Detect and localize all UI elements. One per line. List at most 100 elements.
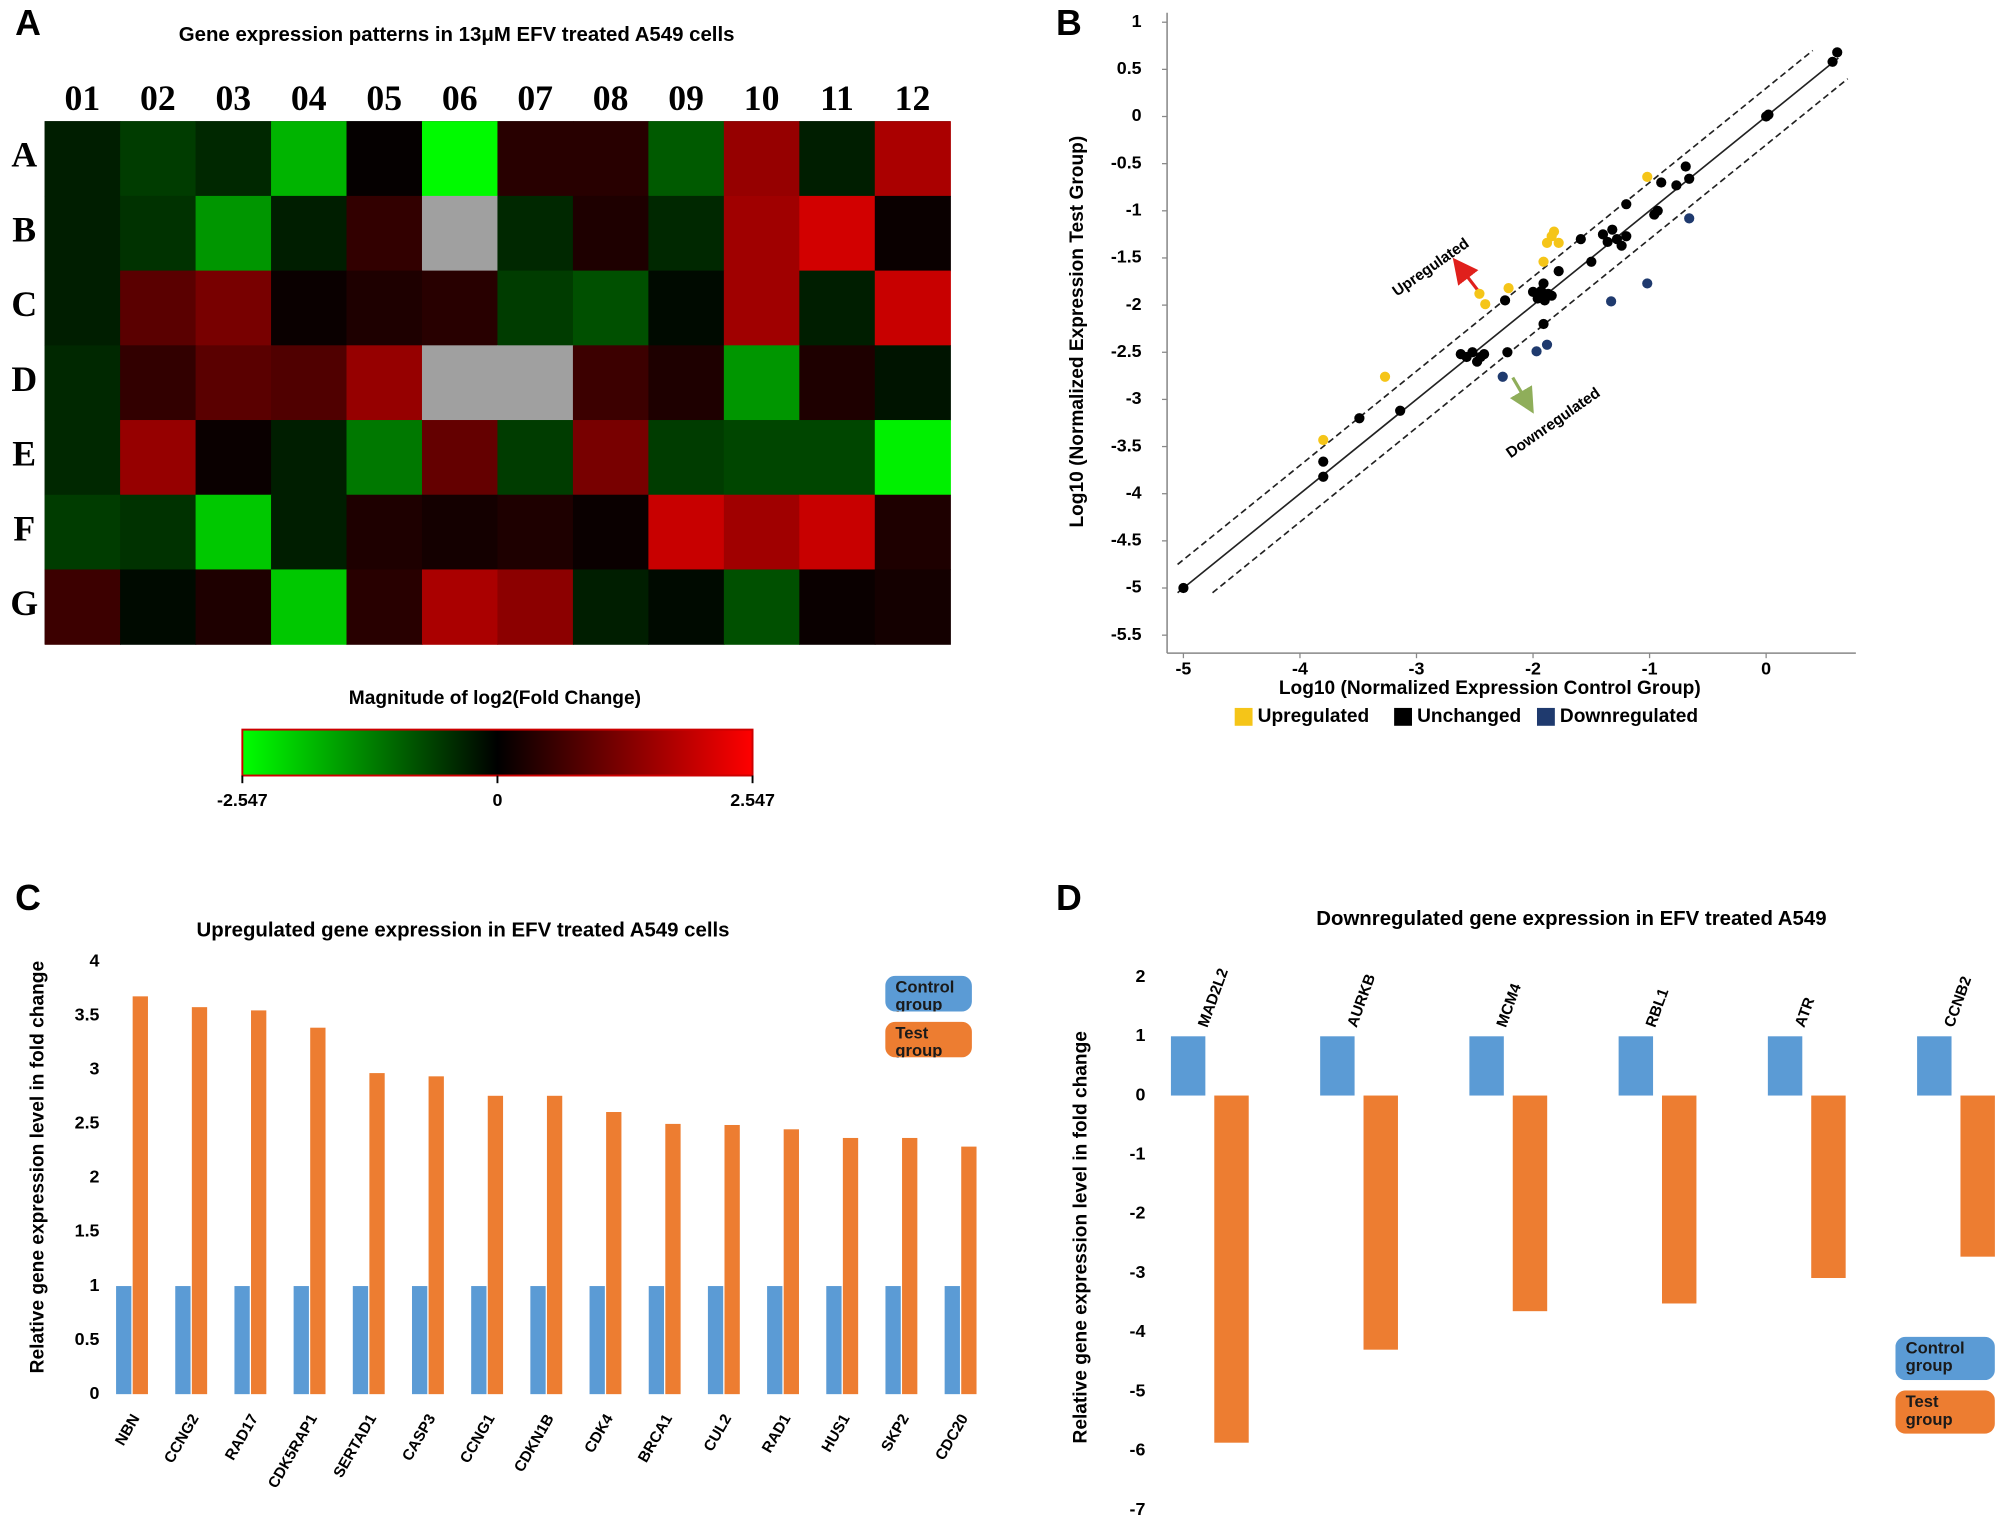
data-point xyxy=(1538,256,1549,267)
heatmap-cell xyxy=(648,420,725,496)
heatmap-cell xyxy=(346,121,423,197)
row-label: E xyxy=(12,434,36,474)
column-label: 02 xyxy=(140,78,176,118)
heatmap-cell xyxy=(195,494,272,571)
bar xyxy=(902,1137,918,1395)
column-label: 11 xyxy=(820,78,854,118)
heatmap-cell xyxy=(421,121,499,197)
heatmap-cell xyxy=(346,345,423,421)
bar xyxy=(1767,1036,1803,1096)
y-tick-label: -3 xyxy=(1126,388,1142,408)
panel-letter: D xyxy=(1056,878,1082,918)
heatmap-cell xyxy=(421,270,499,346)
data-point xyxy=(1616,240,1627,251)
heatmap-cell xyxy=(799,121,876,197)
bar xyxy=(487,1095,504,1395)
heatmap-cell xyxy=(120,569,197,645)
bar xyxy=(665,1123,681,1395)
y-tick-label: -4.5 xyxy=(1111,530,1142,550)
column-label: 07 xyxy=(517,78,553,118)
heatmap-cell xyxy=(572,494,650,571)
data-point xyxy=(1499,295,1511,306)
heatmap-cell xyxy=(723,420,800,496)
heatmap-cell xyxy=(497,270,574,346)
data-point xyxy=(1546,290,1557,301)
reference-line xyxy=(1177,57,1839,594)
legend-label: Control group xyxy=(885,975,972,1012)
data-point xyxy=(1642,171,1653,182)
bar xyxy=(944,1286,960,1395)
heatmap-cell xyxy=(874,345,951,421)
x-tick-label: -2 xyxy=(1525,658,1541,678)
legend-label: Test group xyxy=(885,1021,972,1058)
x-axis-label: Log10 (Normalized Expression Control Gro… xyxy=(1279,678,1701,699)
bar xyxy=(1960,1095,1995,1257)
data-point xyxy=(1656,177,1667,188)
heatmap-cell xyxy=(195,195,272,272)
heatmap-cell xyxy=(572,420,650,496)
heatmap-cell xyxy=(723,270,800,346)
data-point xyxy=(1680,161,1691,172)
column-label: 05 xyxy=(366,78,402,118)
data-point xyxy=(1827,56,1838,67)
missing-cell xyxy=(421,195,499,272)
column-label: 03 xyxy=(215,78,251,118)
y-tick-label: 1.5 xyxy=(75,1221,100,1241)
data-point xyxy=(1478,349,1490,360)
heatmap-cell xyxy=(271,494,348,571)
data-point xyxy=(1602,236,1613,248)
data-point xyxy=(1606,296,1617,307)
data-point xyxy=(1684,173,1695,184)
data-point xyxy=(1671,180,1682,191)
bar xyxy=(293,1286,309,1395)
colorbar-tick-label: 0 xyxy=(492,790,502,810)
heatmap-cell xyxy=(497,569,574,645)
heatmap-cell xyxy=(120,195,197,272)
bar xyxy=(1811,1095,1846,1279)
y-tick-label: -0.5 xyxy=(1111,152,1142,172)
y-tick-label: -1 xyxy=(1126,200,1142,220)
y-tick-label: -6 xyxy=(1130,1440,1146,1460)
heatmap-cell xyxy=(271,569,348,645)
heatmap-cell xyxy=(723,569,800,645)
heatmap-cell xyxy=(44,195,121,272)
x-tick-label: -3 xyxy=(1409,658,1425,678)
bar xyxy=(175,1286,191,1395)
heatmap-cell xyxy=(120,420,197,496)
heatmap-cell xyxy=(44,494,121,571)
bar xyxy=(1170,1036,1206,1096)
y-tick-label: -5.5 xyxy=(1111,624,1142,644)
heatmap-cell xyxy=(346,569,423,645)
y-tick-label: -2 xyxy=(1126,294,1142,314)
heatmap-cell xyxy=(44,345,121,421)
y-tick-label: -5 xyxy=(1126,577,1142,597)
heatmap-cell xyxy=(648,270,725,346)
heatmap-cell xyxy=(421,420,499,496)
data-point xyxy=(1531,346,1542,357)
legend-item: Test group xyxy=(1895,1390,1995,1434)
bar xyxy=(707,1286,724,1395)
legend-label: Upregulated xyxy=(1258,706,1370,727)
heatmap-cell xyxy=(572,121,650,197)
heatmap-cell xyxy=(44,121,121,197)
colorbar-tick-label: -2.547 xyxy=(217,790,268,810)
heatmap-cell xyxy=(120,345,197,421)
heatmap-cell xyxy=(271,420,348,496)
y-axis-label: Log10 (Normalized Expression Test Group) xyxy=(1067,136,1088,528)
reference-line xyxy=(1177,49,1814,566)
y-tick-label: 0 xyxy=(1135,1084,1145,1104)
data-point xyxy=(1318,434,1329,446)
y-tick-label: 1 xyxy=(1132,11,1142,31)
heatmap-cell xyxy=(572,345,650,421)
legend-swatch xyxy=(1394,707,1412,726)
data-point xyxy=(1467,347,1478,358)
bar xyxy=(411,1286,428,1395)
heatmap-cell xyxy=(497,420,574,496)
data-point xyxy=(1649,209,1660,220)
heatmap-cell xyxy=(874,270,951,346)
y-tick-label: 1 xyxy=(90,1275,100,1295)
data-point xyxy=(1553,237,1564,248)
down-arrow xyxy=(1509,376,1534,414)
data-point xyxy=(1597,229,1609,240)
missing-cell xyxy=(497,345,574,421)
